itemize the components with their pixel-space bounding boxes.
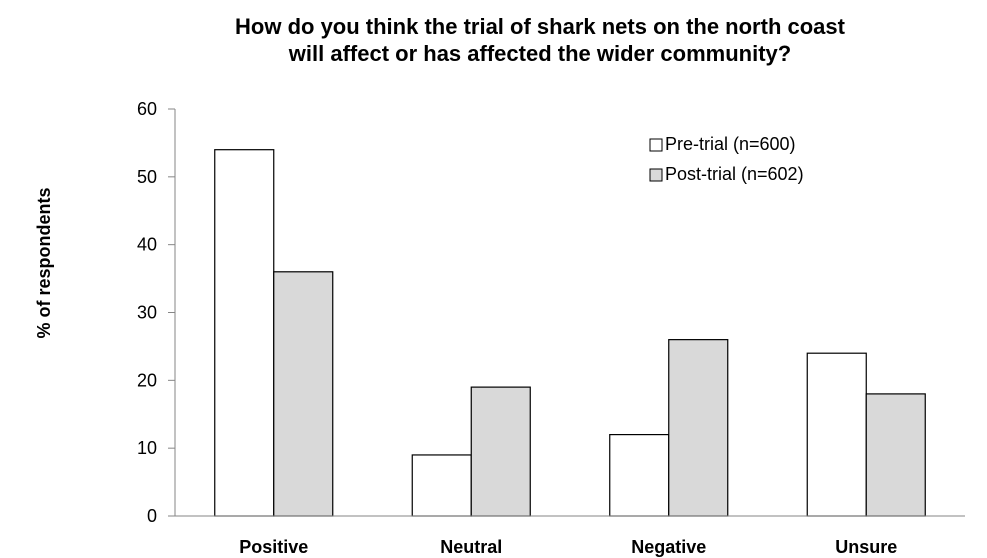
x-category-label: Negative (631, 537, 706, 557)
y-tick-label: 10 (137, 438, 157, 458)
legend-label-series-1: Pre-trial (n=600) (665, 134, 796, 154)
bar-positive-series-2 (273, 271, 334, 517)
bar-unsure-series-1 (806, 352, 867, 517)
y-tick-label: 20 (137, 370, 157, 390)
y-tick-label: 60 (137, 99, 157, 119)
bar-negative-series-2 (668, 339, 729, 517)
axes (174, 109, 965, 517)
y-tick-label: 0 (147, 506, 157, 526)
legend-label-series-2: Post-trial (n=602) (665, 164, 804, 184)
x-category-label: Neutral (440, 537, 502, 557)
chart-title: How do you think the trial of shark nets… (235, 14, 846, 66)
bar-unsure-series-2 (865, 393, 926, 517)
bar-neutral-series-1 (411, 454, 472, 517)
y-axis-ticks: 0 10 20 30 40 50 60 (137, 99, 175, 526)
bar-negative-series-1 (609, 434, 670, 517)
x-category-label: Unsure (835, 537, 897, 557)
y-axis-label: % of respondents (34, 187, 54, 338)
y-tick-label: 50 (137, 167, 157, 187)
chart-title-line-1: How do you think the trial of shark nets… (235, 14, 846, 39)
legend: Pre-trial (n=600) Post-trial (n=602) (649, 134, 804, 184)
bar-positive-series-1 (214, 149, 275, 517)
bars (214, 149, 926, 517)
bar-neutral-series-2 (470, 386, 531, 517)
y-tick-label: 30 (137, 303, 157, 323)
x-category-label: Positive (239, 537, 308, 557)
chart-title-line-2: will affect or has affected the wider co… (288, 41, 791, 66)
legend-swatch-series-1 (649, 138, 663, 152)
y-tick-label: 40 (137, 235, 157, 255)
x-axis-category-labels: Positive Neutral Negative Unsure (239, 537, 897, 557)
legend-swatch-series-2 (649, 168, 663, 182)
